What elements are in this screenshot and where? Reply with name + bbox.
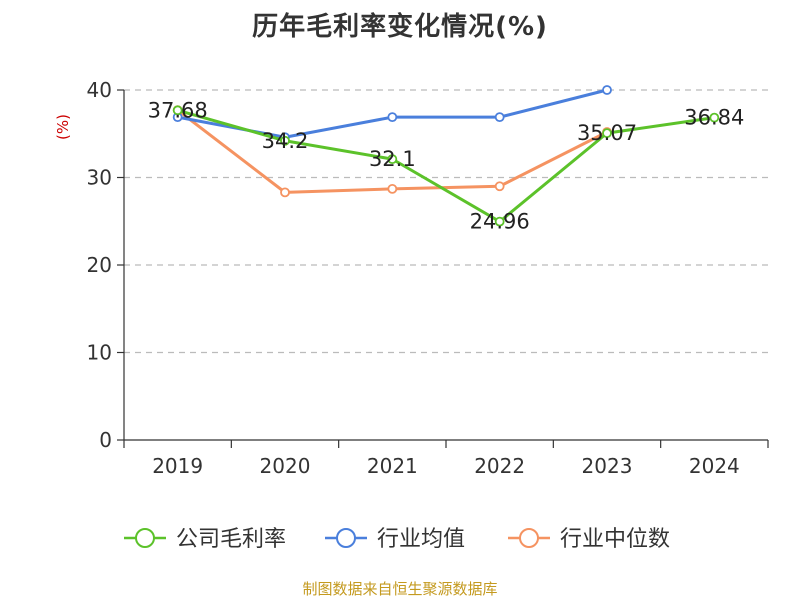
axes: 0 10 20 30 40 2019 2020 2021 2022 2023 2024 — [87, 78, 769, 478]
legend-marker — [519, 528, 539, 548]
y-tick-label: 20 — [87, 253, 112, 277]
y-tick-label: 30 — [87, 166, 112, 190]
legend-label: 公司毛利率 — [176, 527, 286, 552]
legend-marker — [336, 528, 356, 548]
x-tick-label: 2023 — [582, 454, 633, 478]
data-point — [709, 112, 720, 123]
data-point — [602, 85, 612, 95]
legend-label: 行业均值 — [377, 527, 465, 552]
series-lines — [172, 85, 720, 227]
source-note: 制图数据来自恒生聚源数据库 — [302, 580, 498, 598]
data-label: 36.84 — [684, 106, 744, 130]
data-point — [494, 112, 505, 123]
data-point — [387, 112, 398, 123]
data-labels: 37.68 34.2 32.1 24.96 35.07 36.84 — [148, 98, 745, 233]
x-tick-label: 2019 — [152, 454, 203, 478]
data-point — [280, 135, 290, 146]
y-tick-label: 0 — [99, 428, 112, 452]
x-tick-label: 2020 — [260, 454, 311, 478]
x-tick-label: 2024 — [689, 454, 740, 478]
x-tick-label: 2021 — [367, 454, 418, 478]
data-label: 24.96 — [470, 210, 530, 234]
y-tick-label: 40 — [87, 78, 112, 102]
data-point — [280, 187, 290, 198]
data-point — [602, 128, 612, 139]
legend-label: 行业中位数 — [560, 527, 670, 552]
data-point — [387, 183, 398, 194]
data-label: 34.2 — [262, 129, 309, 153]
data-label: 35.07 — [577, 121, 637, 145]
chart-title: 历年毛利率变化情况(%) — [252, 12, 548, 42]
series-line-0 — [177, 108, 715, 224]
data-point — [494, 216, 505, 227]
legend: 公司毛利率 行业均值 行业中位数 — [124, 527, 670, 552]
y-tick-label: 10 — [87, 341, 112, 365]
data-point — [387, 154, 398, 165]
data-label: 32.1 — [369, 147, 416, 171]
gridlines — [124, 89, 768, 354]
legend-marker — [135, 528, 155, 548]
data-point — [172, 105, 183, 116]
x-tick-label: 2022 — [474, 454, 525, 478]
data-point — [494, 181, 505, 192]
data-label: 37.68 — [148, 98, 208, 122]
y-axis-unit-label: (%) — [54, 114, 72, 140]
